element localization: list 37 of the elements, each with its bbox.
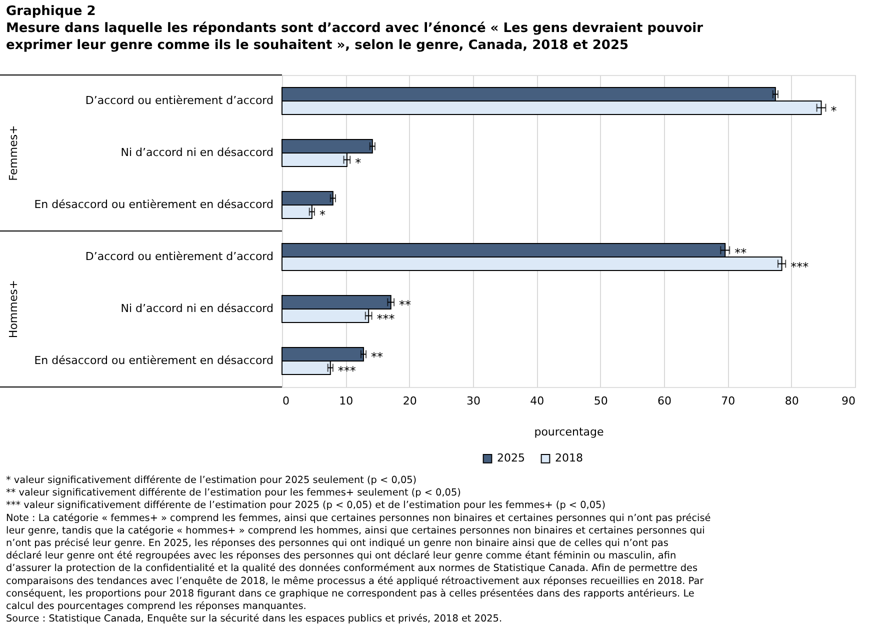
y-tick-label: D’accord ou entièrement d’accord [85, 94, 274, 107]
x-tick-label: 50 [594, 394, 608, 408]
x-tick-label: 0 [282, 394, 290, 408]
y-tick-label: D’accord ou entièrement d’accord [85, 250, 274, 263]
text: Femmes+ [7, 125, 20, 181]
data-label: ** [399, 298, 412, 312]
x-tick-label: 60 [658, 394, 672, 408]
data-label: * [355, 156, 362, 170]
x-tick-label: 10 [339, 394, 354, 408]
data-label: *** [338, 364, 356, 378]
x-tick-label: 90 [842, 394, 856, 408]
data-label: * [319, 208, 326, 222]
y-tick-label: En désaccord ou entièrement en désaccord [34, 354, 274, 367]
y-tick-label: Ni d’accord ni en désaccord [120, 146, 274, 159]
legend-label: 2018 [555, 452, 583, 465]
data-label: ** [371, 350, 384, 364]
y-tick-label: Ni d’accord ni en désaccord [120, 302, 274, 315]
x-tick-label: 30 [466, 394, 480, 408]
x-tick-label: 20 [402, 394, 417, 408]
y-tick-label: En désaccord ou entièrement en désaccord [34, 198, 274, 211]
data-label: *** [376, 312, 395, 326]
text: *** valeur significativement différente de l’estimation pour 2025 (p < 0,05) et de l’estimation pour les femmes+ (p < 0,05) [6, 500, 606, 512]
source-note: Source : Statistique Canada, Enquête sur la sécurité dans les espaces publics et privés, 2018 et 2025. [6, 614, 502, 625]
text: Graphique 2 [6, 4, 96, 19]
x-tick-label: 40 [530, 394, 544, 408]
text: Note : La catégorie « femmes+ » comprend les femmes, ainsi que certaines personnes non binaires et certaines personnes qui n’ont pas précisé leur genre, tandis que la catégorie « hommes+ » comprend les hommes, ainsi que certaines personnes non binaires et certaines personnes qui n’ont pas précisé leur genre. En 2025, les réponses des personnes qui ont indiqué un genre non binaire ainsi que de celles qui n’ont pas déclaré leur genre ont été regroupées avec les réponses des personnes qui ont déclaré leur genre comme étant féminin ou masculin, afin d’assurer la protection de la confidentialité et la qualité des données conformément aux normes de Statistique Canada. Afin de permettre des comparaisons des tendances avec l’enquête de 2018, le même processus a été appliqué rétroactivement aux réponses recueillies en 2018. Par conséquent, les proportions pour 2018 figurant dans ce graphique ne correspondent pas à celles présentées dans des rapports antérieurs. Le calcul des pourcentages comprend les réponses manquantes. [6, 512, 711, 612]
x-tick-label: 70 [721, 394, 736, 408]
text: * valeur significativement différente de l’estimation pour 2025 seulement (p < 0,05) [6, 475, 417, 486]
data-label: *** [790, 260, 809, 274]
text: ** valeur significativement différente de l’estimation pour les femmes+ seulement (p < 0,05) [6, 488, 461, 499]
data-label: ** [734, 246, 747, 260]
legend-label: 2025 [497, 452, 525, 465]
x-tick-label: 80 [784, 394, 799, 408]
x-axis-title: pourcentage [534, 426, 604, 438]
data-label: * [830, 104, 837, 118]
text: Hommes+ [7, 280, 20, 338]
chart-subtitle: Mesure dans laquelle les répondants sont d’accord avec l’énoncé « Les gens devraient pouvoir exprimer leur genre comme ils le souhaitent », selon le genre, Canada, 2018 et 2025 [6, 21, 704, 53]
